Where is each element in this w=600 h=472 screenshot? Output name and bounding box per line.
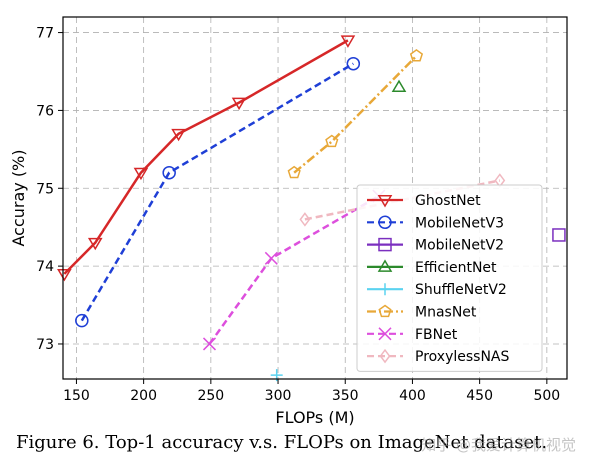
data-point-mnasnet [287, 165, 301, 179]
legend-item-proxylessnas: ProxylessNAS [367, 348, 509, 365]
data-point-mobilenetv3 [162, 165, 176, 180]
y-tick-label: 75 [36, 181, 54, 197]
legend-label-proxylessnas: ProxylessNAS [415, 349, 509, 365]
watermark: 知乎 @我爱计算机视觉 [421, 436, 576, 454]
series-mobilenetv2 [552, 228, 566, 242]
data-point-ghostnet [87, 237, 103, 251]
legend-frame [356, 184, 543, 372]
x-tick-label: 400 [399, 388, 426, 404]
series-mobilenetv3 [75, 56, 361, 328]
figure-caption: Figure 6. Top-1 accuracy v.s. FLOPs on I… [16, 432, 548, 453]
series-line-mobilenetv3 [80, 62, 354, 322]
chart: 150 200 250 300 350 400 450 500 73 74 75 76 77 FLOPs… [9, 16, 568, 427]
x-tick-label: 150 [63, 388, 90, 404]
data-point-mobilenetv2 [552, 228, 566, 242]
data-point-mnasnet [325, 134, 339, 148]
y-axis-label: Accuray (%) [9, 149, 28, 246]
series-mnasnet [287, 48, 424, 179]
legend-item-shufflenetv2: ShuffleNetV2 [367, 282, 507, 298]
legend-item-mobilenetv3: MobileNetV3 [367, 215, 504, 231]
legend-label-mobilenetv2: MobileNetV2 [415, 238, 504, 254]
x-tick-label: 250 [197, 388, 224, 404]
y-tick-label: 73 [36, 337, 54, 353]
legend-marker-fbnet [378, 327, 392, 341]
legend-label-mnasnet: MnasNet [415, 305, 477, 321]
legend-marker-mnasnet [378, 304, 392, 318]
legend-label-ghostnet: GhostNet [415, 193, 481, 209]
x-tick-label: 200 [130, 388, 157, 404]
legend-marker-efficientnet [377, 259, 393, 272]
legend-label-efficientnet: EfficientNet [415, 260, 497, 276]
legend-item-ghostnet: GhostNet [367, 193, 481, 209]
data-point-mobilenetv3 [75, 313, 89, 328]
plot-frame [62, 16, 568, 380]
y-tick-label: 77 [36, 26, 54, 42]
x-tick-label: 350 [332, 388, 359, 404]
series-line-ghostnet [63, 39, 349, 275]
legend-marker-mobilenetv2 [378, 237, 392, 252]
data-point-fbnet [264, 251, 278, 265]
legend-label-shufflenetv2: ShuffleNetV2 [415, 282, 507, 298]
legend: GhostNet MobileNetV3 MobileNetV2 EfficientN… [356, 184, 543, 372]
legend-item-mobilenetv2: MobileNetV2 [367, 238, 504, 254]
series-line-mnasnet [293, 55, 418, 174]
legend-marker-ghostnet [377, 195, 393, 208]
data-point-ghostnet [133, 167, 149, 181]
data-point-fbnet [202, 337, 217, 351]
data-point-mnasnet [409, 48, 424, 62]
legend-item-fbnet: FBNet [367, 327, 458, 343]
data-point-ghostnet [171, 128, 186, 142]
series-efficientnet [391, 79, 407, 93]
ticks: 150 200 250 300 350 400 450 500 73 74 75 76 77 [36, 26, 560, 404]
data-point-proxylessnas [299, 212, 311, 227]
x-axis-label: FLOPs (M) [275, 408, 354, 427]
x-tick-label: 450 [466, 388, 493, 404]
data-point-ghostnet [231, 97, 247, 111]
x-tick-label: 300 [265, 388, 292, 404]
series-line-fbnet [208, 194, 380, 345]
x-tick-label: 500 [533, 388, 560, 404]
legend-marker-shufflenetv2 [379, 283, 391, 296]
data-point-efficientnet [391, 79, 407, 93]
y-tick-label: 76 [36, 103, 54, 119]
legend-marker-mobilenetv3 [378, 215, 392, 230]
series-ghostnet [57, 35, 356, 282]
legend-marker-proxylessnas [379, 348, 391, 364]
legend-label-mobilenetv3: MobileNetV3 [415, 215, 504, 231]
data-point-ghostnet [57, 268, 72, 282]
y-tick-label: 74 [36, 259, 54, 275]
data-point-ghostnet [340, 35, 356, 48]
legend-label-fbnet: FBNet [415, 327, 458, 343]
legend-item-efficientnet: EfficientNet [367, 259, 497, 276]
legend-item-mnasnet: MnasNet [367, 305, 477, 321]
data-point-mobilenetv3 [346, 56, 361, 71]
